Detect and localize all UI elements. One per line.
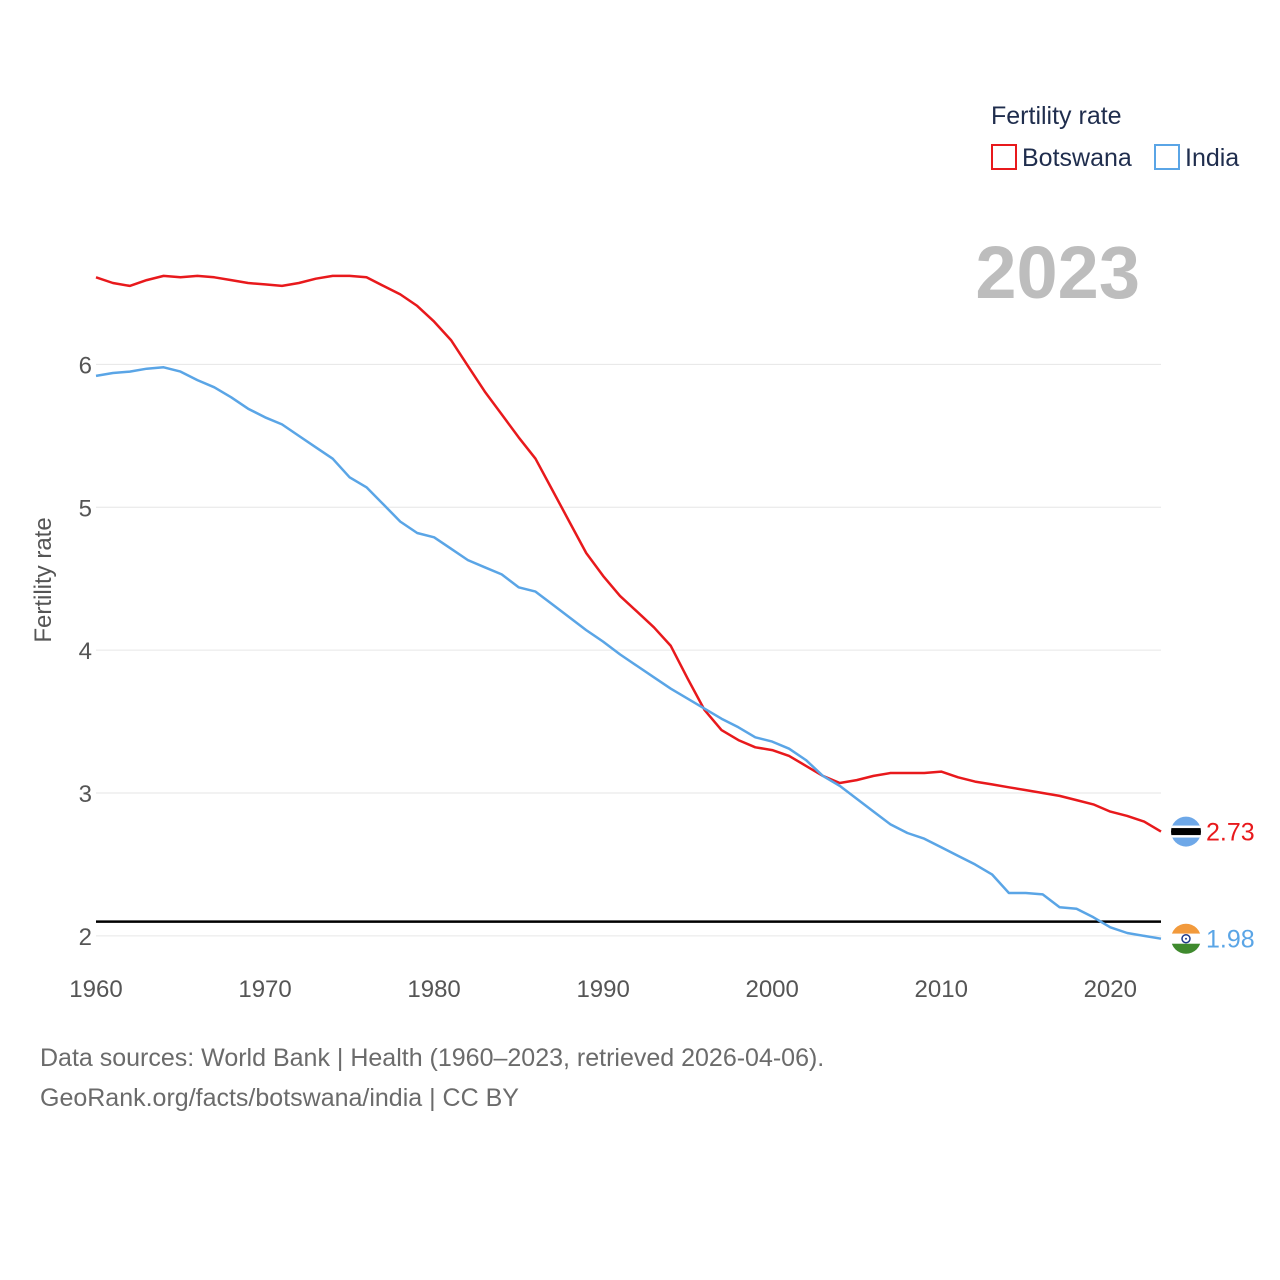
series-line-botswana[interactable] xyxy=(95,274,1162,833)
x-tick-label-1970: 1970 xyxy=(238,976,291,1003)
end-value-botswana: 2.73 xyxy=(1206,819,1255,847)
legend-swatch-botswana xyxy=(991,144,1017,170)
y-tick-label-6: 6 xyxy=(79,352,92,379)
x-tick-label-2020: 2020 xyxy=(1084,976,1137,1003)
legend-item-botswana[interactable]: Botswana xyxy=(991,144,1132,172)
x-tick-label-2010: 2010 xyxy=(915,976,968,1003)
x-tick-label-1990: 1990 xyxy=(576,976,629,1003)
year-label: 2023 xyxy=(975,231,1140,314)
y-axis-ticks: 2 3 4 5 6 xyxy=(79,352,92,950)
legend-label-india: India xyxy=(1185,144,1239,172)
series-line-india[interactable] xyxy=(95,366,1162,940)
india-flag-icon xyxy=(1171,923,1201,954)
grid-lines xyxy=(96,363,1161,937)
y-tick-label-3: 3 xyxy=(79,781,92,808)
x-tick-label-1960: 1960 xyxy=(69,976,122,1003)
y-axis-title: Fertility rate xyxy=(30,517,57,642)
source-line-2[interactable]: GeoRank.org/facts/botswana/india | CC BY xyxy=(40,1084,519,1112)
legend-item-india[interactable]: India xyxy=(1154,144,1239,172)
botswana-flag-icon xyxy=(1171,816,1201,847)
legend-title: Fertility rate xyxy=(991,102,1122,130)
series-lines xyxy=(95,274,1162,940)
x-axis-ticks: 1960 1970 1980 1990 2000 2010 2020 xyxy=(69,976,1137,1003)
end-value-india: 1.98 xyxy=(1206,926,1255,954)
x-tick-label-1980: 1980 xyxy=(407,976,460,1003)
x-tick-label-2000: 2000 xyxy=(745,976,798,1003)
y-tick-label-5: 5 xyxy=(79,495,92,522)
y-tick-label-2: 2 xyxy=(79,924,92,951)
legend-swatch-india xyxy=(1154,144,1180,170)
y-tick-label-4: 4 xyxy=(79,638,92,665)
source-line-1: Data sources: World Bank | Health (1960–… xyxy=(40,1044,825,1072)
legend-label-botswana: Botswana xyxy=(1022,144,1132,172)
